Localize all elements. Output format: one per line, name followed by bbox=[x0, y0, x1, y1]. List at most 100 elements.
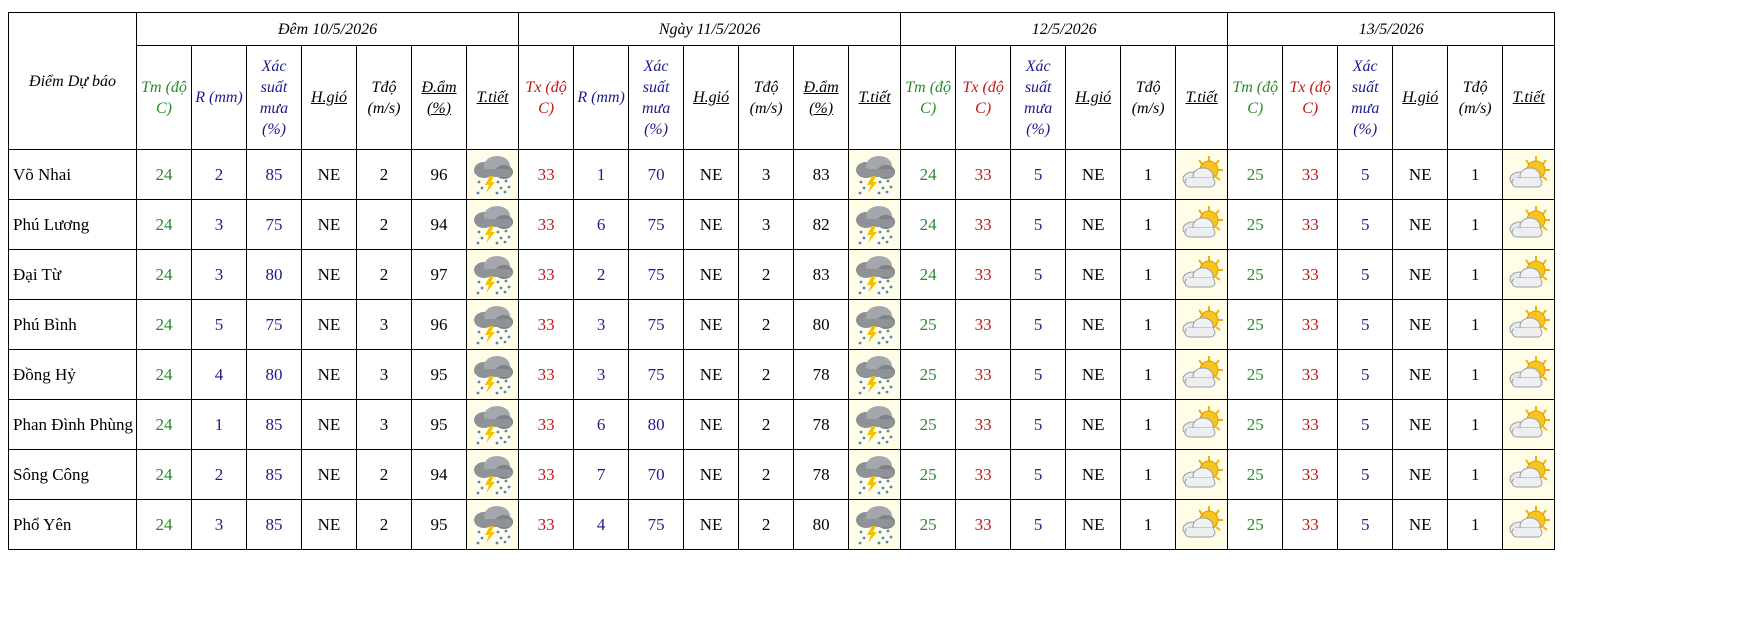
rain-icon bbox=[855, 455, 895, 494]
sun-icon bbox=[1509, 405, 1550, 437]
weather-icon-cell bbox=[848, 249, 902, 300]
value-cell: 1 bbox=[1447, 349, 1504, 400]
weather-icon-cell bbox=[1175, 249, 1229, 300]
value-cell: NE bbox=[301, 499, 357, 550]
value-cell: 5 bbox=[1337, 149, 1394, 200]
column-header: Tđộ (m/s) bbox=[1120, 45, 1177, 150]
sun-icon bbox=[1509, 455, 1550, 487]
data-row: Đại Từ 24 3 80 NE 2 97 33 2 75 NE 2 83 24 33 5 NE 1 bbox=[8, 249, 1556, 300]
value-cell: 5 bbox=[1010, 299, 1067, 350]
weather-icon-cell bbox=[1175, 399, 1229, 450]
rain-icon bbox=[855, 355, 895, 394]
value-cell: 24 bbox=[900, 199, 957, 250]
value-cell: 33 bbox=[1282, 349, 1339, 400]
value-cell: 33 bbox=[955, 249, 1012, 300]
column-header: H.gió bbox=[301, 45, 357, 150]
value-cell: 33 bbox=[518, 249, 575, 300]
value-cell: NE bbox=[1392, 499, 1449, 550]
value-cell: NE bbox=[301, 199, 357, 250]
weather-icon-cell bbox=[1175, 499, 1229, 550]
value-cell: NE bbox=[1065, 449, 1122, 500]
value-cell: 25 bbox=[1227, 299, 1284, 350]
rain-icon bbox=[855, 205, 895, 244]
value-cell: 3 bbox=[573, 299, 630, 350]
column-header: Xác suất mưa (%) bbox=[1337, 45, 1394, 150]
value-cell: 33 bbox=[518, 349, 575, 400]
value-cell: 3 bbox=[191, 499, 247, 550]
location-name: Đại Từ bbox=[8, 249, 137, 300]
value-cell: 2 bbox=[738, 249, 795, 300]
data-row: Đồng Hỷ 24 4 80 NE 3 95 33 3 75 NE 2 78 25 33 5 NE 1 bbox=[8, 349, 1556, 400]
weather-icon-cell bbox=[465, 349, 520, 400]
group-header: 12/5/2026 bbox=[900, 12, 1229, 46]
value-cell: 95 bbox=[411, 349, 467, 400]
value-cell: 5 bbox=[1337, 249, 1394, 300]
weather-icon-cell bbox=[848, 199, 902, 250]
weather-icon-cell bbox=[465, 399, 520, 450]
weather-icon-cell bbox=[848, 399, 902, 450]
weather-icon-cell bbox=[465, 499, 520, 550]
column-header: T.tiết bbox=[465, 45, 520, 150]
column-header: Tđộ (m/s) bbox=[356, 45, 412, 150]
location-name: Phổ Yên bbox=[8, 499, 137, 550]
column-header: H.gió bbox=[1065, 45, 1122, 150]
rain-icon bbox=[855, 155, 895, 194]
weather-icon-cell bbox=[1502, 499, 1556, 550]
value-cell: 25 bbox=[1227, 199, 1284, 250]
value-cell: 33 bbox=[518, 199, 575, 250]
column-header: Tx (độ C) bbox=[518, 45, 575, 150]
sun-icon bbox=[1182, 205, 1223, 237]
value-cell: 25 bbox=[900, 449, 957, 500]
sun-icon bbox=[1182, 355, 1223, 387]
value-cell: 80 bbox=[628, 399, 685, 450]
column-header: Tx (độ C) bbox=[1282, 45, 1339, 150]
value-cell: NE bbox=[1392, 399, 1449, 450]
value-cell: 7 bbox=[573, 449, 630, 500]
value-cell: 24 bbox=[900, 249, 957, 300]
value-cell: 33 bbox=[518, 149, 575, 200]
value-cell: 1 bbox=[573, 149, 630, 200]
value-cell: 80 bbox=[793, 299, 850, 350]
column-header: H.gió bbox=[683, 45, 740, 150]
value-cell: 5 bbox=[1337, 349, 1394, 400]
corner-header: Điểm Dự báo bbox=[8, 12, 137, 150]
table-body: Võ Nhai 24 2 85 NE 2 96 33 1 70 NE 3 83 24 33 5 NE 1 bbox=[8, 149, 1556, 550]
data-row: Phổ Yên 24 3 85 NE 2 95 33 4 75 NE 2 80 25 33 5 NE 1 bbox=[8, 499, 1556, 550]
value-cell: 78 bbox=[793, 399, 850, 450]
value-cell: 70 bbox=[628, 149, 685, 200]
value-cell: 4 bbox=[573, 499, 630, 550]
value-cell: 1 bbox=[1447, 499, 1504, 550]
rain-icon bbox=[855, 255, 895, 294]
weather-icon-cell bbox=[848, 349, 902, 400]
value-cell: NE bbox=[301, 149, 357, 200]
value-cell: 1 bbox=[1120, 499, 1177, 550]
value-cell: 25 bbox=[900, 299, 957, 350]
column-header: Tm (độ C) bbox=[1227, 45, 1284, 150]
location-name: Đồng Hỷ bbox=[8, 349, 137, 400]
rain-icon bbox=[473, 305, 513, 344]
value-cell: 3 bbox=[738, 149, 795, 200]
value-cell: 3 bbox=[191, 249, 247, 300]
value-cell: NE bbox=[1065, 349, 1122, 400]
weather-icon-cell bbox=[848, 449, 902, 500]
column-header: R (mm) bbox=[573, 45, 630, 150]
value-cell: 78 bbox=[793, 449, 850, 500]
header-row: Điểm Dự báo Đêm 10/5/2026 Ngày 11/5/2026 12… bbox=[8, 12, 1556, 150]
sun-icon bbox=[1182, 155, 1223, 187]
sun-icon bbox=[1182, 255, 1223, 287]
value-cell: 85 bbox=[246, 399, 302, 450]
sun-icon bbox=[1182, 455, 1223, 487]
value-cell: 1 bbox=[1120, 399, 1177, 450]
value-cell: 24 bbox=[900, 149, 957, 200]
column-header: Xác suất mưa (%) bbox=[246, 45, 302, 150]
value-cell: 33 bbox=[1282, 399, 1339, 450]
column-header: R (mm) bbox=[191, 45, 247, 150]
value-cell: 1 bbox=[191, 399, 247, 450]
value-cell: 1 bbox=[1447, 199, 1504, 250]
value-cell: 24 bbox=[136, 249, 192, 300]
rain-icon bbox=[473, 255, 513, 294]
value-cell: 25 bbox=[1227, 349, 1284, 400]
rain-icon bbox=[855, 405, 895, 444]
weather-icon-cell bbox=[1502, 449, 1556, 500]
